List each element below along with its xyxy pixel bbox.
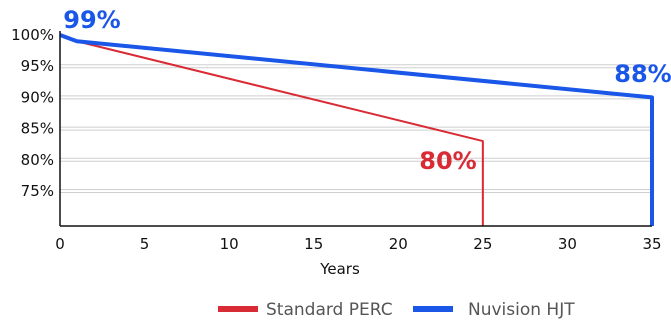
x-tick-label: 35 <box>642 235 661 253</box>
y-tick-label: 90% <box>21 88 54 106</box>
legend-label: Standard PERC <box>266 300 393 320</box>
x-tick-label: 5 <box>140 235 150 253</box>
y-tick-label: 95% <box>21 57 54 75</box>
callouts: 99% 88% 80% <box>63 6 671 175</box>
axes <box>59 31 652 227</box>
x-tick-label: 0 <box>55 235 65 253</box>
y-tick-label: 75% <box>21 182 54 200</box>
y-tick-label: 100% <box>11 26 54 44</box>
x-axis-title: Years <box>319 260 360 278</box>
y-tick-labels: 100% 95% 90% 85% 80% 75% <box>11 26 54 200</box>
y-tick-label: 85% <box>21 120 54 138</box>
x-tick-label: 30 <box>558 235 577 253</box>
series-lines <box>59 33 654 226</box>
y-tick-label: 80% <box>21 151 54 169</box>
legend-label: Nuvision HJT <box>468 300 575 320</box>
callout-label: 88% <box>614 60 671 88</box>
callout-label: 80% <box>419 147 476 175</box>
x-tick-label: 10 <box>220 235 239 253</box>
grid-lines <box>60 64 652 193</box>
x-tick-label: 25 <box>473 235 492 253</box>
x-tick-label: 15 <box>304 235 323 253</box>
legend: Standard PERC Nuvision HJT <box>218 300 575 320</box>
x-tick-label: 20 <box>389 235 408 253</box>
series-line-nuvision-hjt <box>59 33 654 226</box>
callout-label: 99% <box>63 6 120 34</box>
x-tick-labels: 0 5 10 15 20 25 30 35 <box>55 235 661 253</box>
